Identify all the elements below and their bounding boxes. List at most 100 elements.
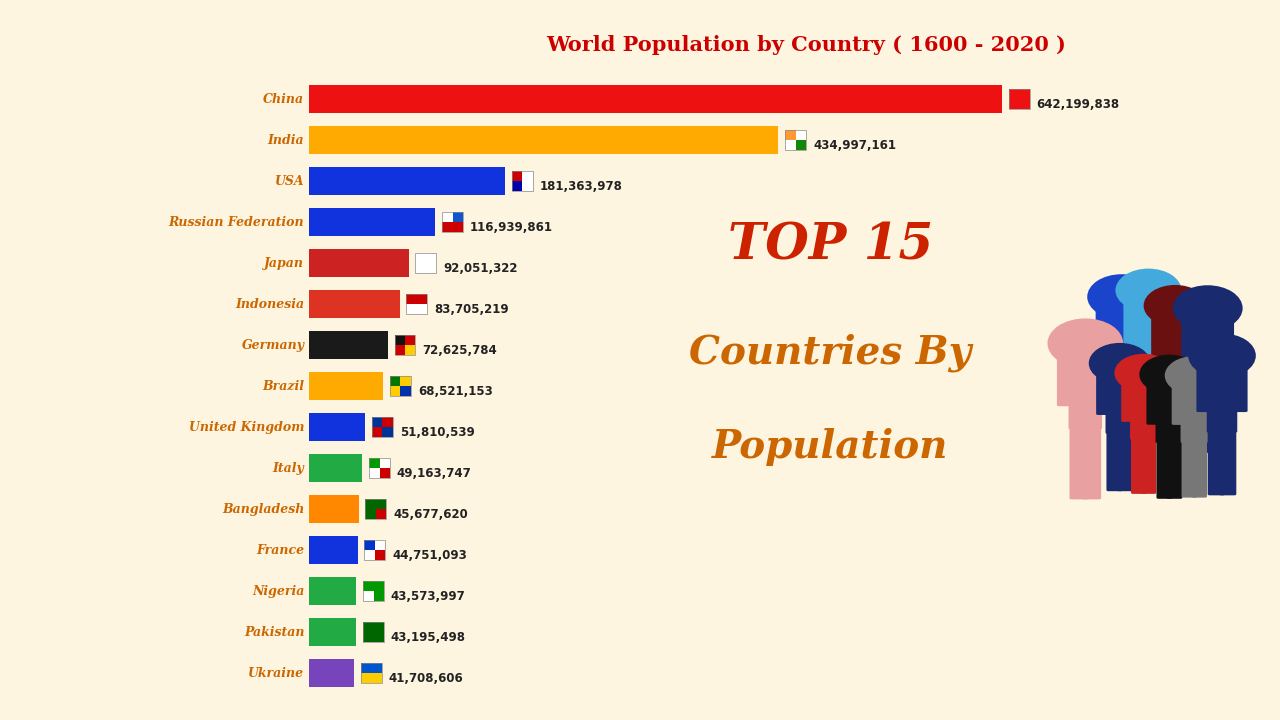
Text: 72,625,784: 72,625,784 — [422, 344, 497, 357]
Text: 45,677,620: 45,677,620 — [393, 508, 468, 521]
Text: 181,363,978: 181,363,978 — [539, 180, 622, 193]
FancyBboxPatch shape — [380, 468, 390, 478]
FancyBboxPatch shape — [796, 130, 806, 140]
FancyBboxPatch shape — [374, 591, 384, 601]
FancyBboxPatch shape — [383, 427, 393, 438]
Text: USA: USA — [275, 175, 305, 188]
FancyBboxPatch shape — [394, 345, 404, 356]
FancyBboxPatch shape — [1121, 368, 1135, 422]
Bar — [310, 290, 399, 318]
Bar — [310, 249, 408, 277]
FancyBboxPatch shape — [380, 458, 390, 468]
FancyBboxPatch shape — [376, 499, 387, 509]
Text: 51,810,539: 51,810,539 — [399, 426, 475, 438]
FancyBboxPatch shape — [1132, 437, 1147, 494]
Text: Countries By: Countries By — [689, 333, 972, 372]
Text: Italy: Italy — [273, 462, 305, 474]
Text: 68,521,153: 68,521,153 — [417, 384, 493, 398]
Text: Population: Population — [712, 428, 948, 466]
FancyBboxPatch shape — [401, 386, 411, 397]
FancyBboxPatch shape — [365, 550, 375, 560]
FancyBboxPatch shape — [376, 509, 387, 519]
Bar — [310, 413, 365, 441]
FancyBboxPatch shape — [1219, 302, 1234, 366]
FancyBboxPatch shape — [1129, 359, 1143, 415]
Text: Brazil: Brazil — [262, 379, 305, 392]
Circle shape — [1115, 354, 1172, 392]
Bar — [310, 85, 1002, 113]
Text: India: India — [268, 134, 305, 147]
Circle shape — [1143, 285, 1207, 326]
FancyBboxPatch shape — [1106, 431, 1123, 491]
Bar — [310, 208, 435, 236]
FancyBboxPatch shape — [786, 130, 796, 140]
FancyBboxPatch shape — [1152, 368, 1166, 422]
FancyBboxPatch shape — [522, 181, 532, 192]
FancyBboxPatch shape — [1192, 440, 1207, 498]
Bar — [310, 167, 504, 195]
FancyBboxPatch shape — [365, 540, 375, 550]
FancyBboxPatch shape — [453, 212, 463, 222]
Text: 44,751,093: 44,751,093 — [392, 549, 467, 562]
Circle shape — [1047, 318, 1123, 368]
Bar — [310, 618, 356, 646]
FancyBboxPatch shape — [383, 417, 393, 427]
FancyBboxPatch shape — [364, 581, 374, 591]
FancyBboxPatch shape — [1019, 89, 1029, 99]
Text: United Kingdom: United Kingdom — [189, 420, 305, 433]
Text: Ukraine: Ukraine — [248, 667, 305, 680]
FancyBboxPatch shape — [796, 140, 806, 150]
FancyBboxPatch shape — [407, 294, 417, 304]
FancyBboxPatch shape — [1096, 359, 1110, 415]
Text: 43,195,498: 43,195,498 — [390, 631, 466, 644]
FancyBboxPatch shape — [1070, 426, 1088, 500]
FancyBboxPatch shape — [372, 427, 383, 438]
FancyBboxPatch shape — [1161, 298, 1189, 378]
FancyBboxPatch shape — [407, 304, 417, 315]
FancyBboxPatch shape — [426, 253, 436, 264]
FancyBboxPatch shape — [369, 458, 380, 468]
Text: France: France — [256, 544, 305, 557]
FancyBboxPatch shape — [416, 253, 426, 264]
FancyBboxPatch shape — [1146, 363, 1162, 426]
Text: Pakistan: Pakistan — [244, 626, 305, 639]
Text: Bangladesh: Bangladesh — [221, 503, 305, 516]
FancyBboxPatch shape — [1172, 375, 1189, 436]
FancyBboxPatch shape — [1130, 366, 1157, 440]
FancyBboxPatch shape — [1162, 375, 1178, 436]
Text: 49,163,747: 49,163,747 — [397, 467, 471, 480]
FancyBboxPatch shape — [1140, 437, 1156, 494]
Text: World Population by Country ( 1600 - 2020 ): World Population by Country ( 1600 - 202… — [547, 35, 1066, 55]
FancyBboxPatch shape — [1192, 300, 1224, 388]
Bar — [310, 372, 383, 400]
FancyBboxPatch shape — [1185, 300, 1199, 359]
FancyBboxPatch shape — [416, 264, 426, 274]
FancyBboxPatch shape — [1009, 89, 1019, 99]
Text: Nigeria: Nigeria — [252, 585, 305, 598]
FancyBboxPatch shape — [375, 550, 385, 560]
FancyBboxPatch shape — [361, 663, 371, 673]
FancyBboxPatch shape — [1156, 367, 1183, 444]
FancyBboxPatch shape — [1119, 372, 1137, 438]
FancyBboxPatch shape — [1180, 369, 1208, 444]
FancyBboxPatch shape — [374, 632, 384, 642]
FancyBboxPatch shape — [390, 386, 401, 397]
Text: 434,997,161: 434,997,161 — [813, 139, 896, 152]
FancyBboxPatch shape — [512, 181, 522, 192]
FancyBboxPatch shape — [374, 622, 384, 632]
FancyBboxPatch shape — [1009, 99, 1019, 109]
FancyBboxPatch shape — [522, 171, 532, 181]
FancyBboxPatch shape — [366, 499, 376, 509]
Circle shape — [1087, 274, 1156, 320]
FancyBboxPatch shape — [1233, 351, 1248, 412]
Circle shape — [1165, 356, 1224, 395]
FancyBboxPatch shape — [1179, 369, 1193, 425]
Circle shape — [1089, 343, 1151, 384]
FancyBboxPatch shape — [394, 335, 404, 345]
Text: 116,939,861: 116,939,861 — [470, 221, 553, 234]
FancyBboxPatch shape — [364, 591, 374, 601]
Bar — [310, 454, 362, 482]
FancyBboxPatch shape — [1133, 292, 1148, 354]
FancyBboxPatch shape — [786, 140, 796, 150]
FancyBboxPatch shape — [1106, 356, 1134, 434]
